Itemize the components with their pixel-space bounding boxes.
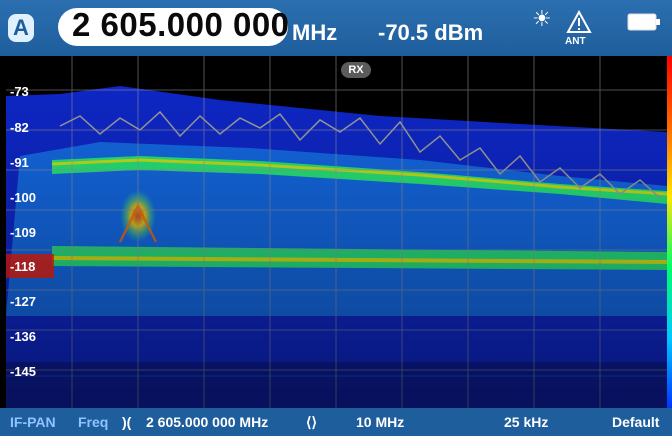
spectrum-plot[interactable] [0,56,672,408]
rx-badge[interactable]: RX [341,62,371,78]
y-tick-label: -136 [10,329,37,344]
center-frequency-value[interactable]: 2 605.000 000 [72,6,290,43]
status-footer: IF-PAN Freq )( 2 605.000 000 MHz ⟨⟩ 10 M… [0,408,672,436]
rbw-value[interactable]: 25 kHz [504,414,549,430]
antenna-warning-icon[interactable] [566,10,592,44]
y-tick-label: -82 [10,120,29,135]
battery-icon [627,13,660,31]
mode-badge[interactable]: A [8,14,34,42]
frequency-pill[interactable] [58,8,288,46]
span-marker-icon: ⟨⟩ [306,414,317,430]
y-tick-label: -91 [10,155,29,170]
freq-label[interactable]: Freq [78,414,109,430]
y-tick-label: -109 [10,225,37,240]
y-tick-label: -73 [10,84,29,99]
y-tick-label: -127 [10,294,37,309]
color-scale-bar [667,56,672,408]
status-header: A 2 605.000 000 MHz -70.5 dBm ☀ ANT [0,0,672,56]
frequency-unit: MHz [292,20,338,45]
preset-label[interactable]: Default [612,414,660,430]
y-tick-label: -118 [10,259,36,274]
sun-icon[interactable]: ☀ [532,6,552,31]
antenna-label: ANT [565,36,586,47]
center-frequency[interactable]: 2 605.000 000 MHz [146,414,269,430]
freq-marker-icon: )( [122,414,132,430]
y-tick-label: -100 [10,190,37,205]
level-readout: -70.5 dBm [378,20,484,45]
y-tick-label: -145 [10,364,37,379]
span-value[interactable]: 10 MHz [356,414,405,430]
mode-name[interactable]: IF-PAN [10,414,56,430]
